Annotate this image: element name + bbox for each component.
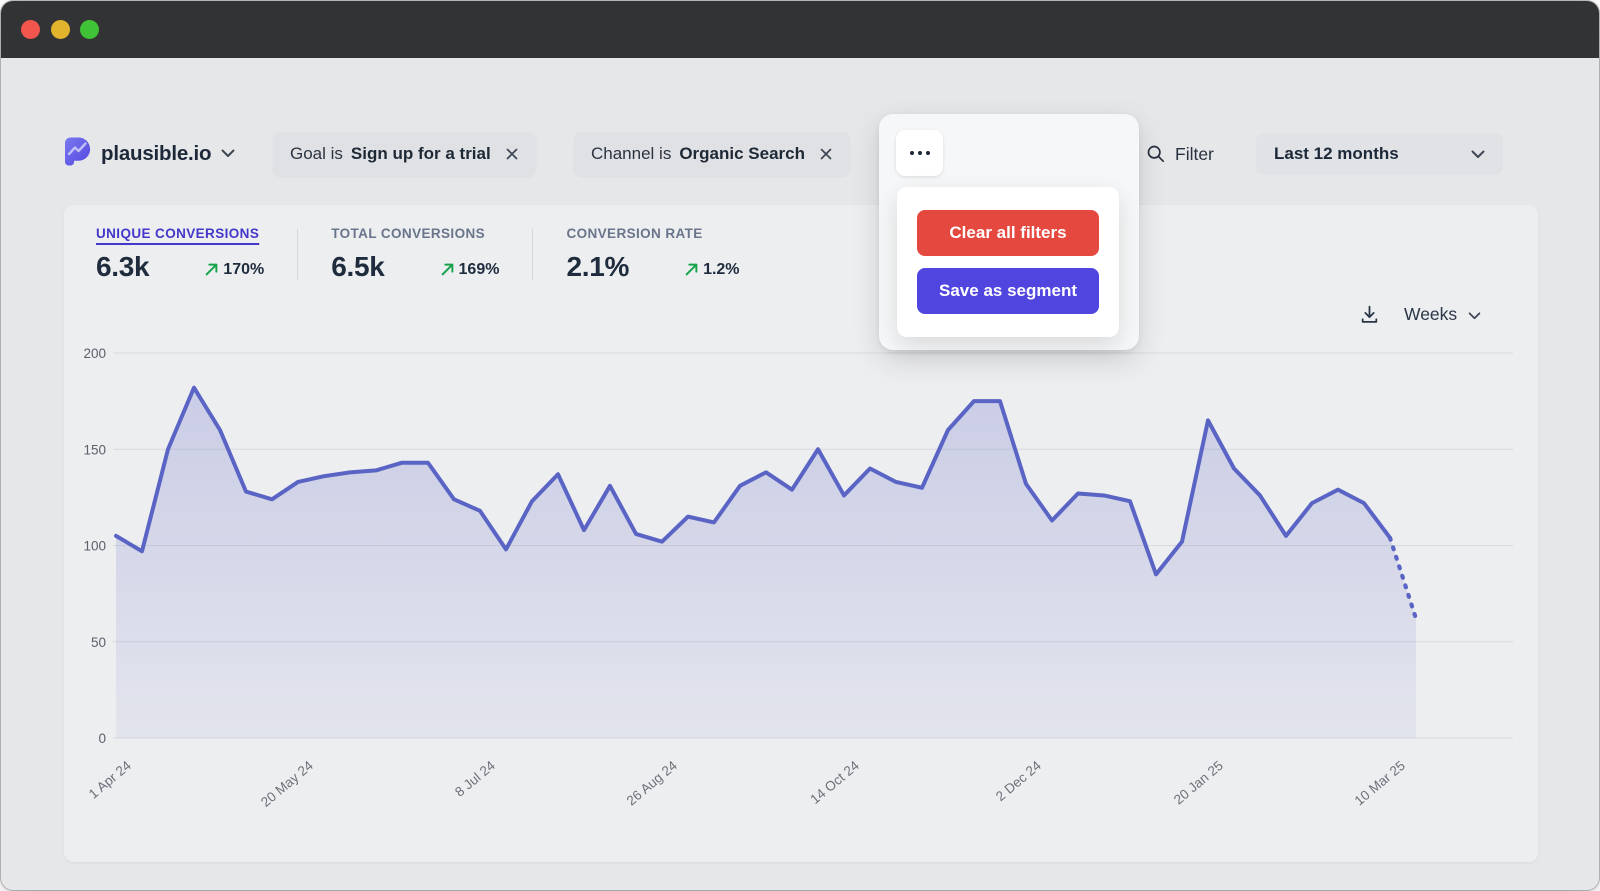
traffic-light-zoom-button[interactable] [80,20,99,39]
window-titlebar [1,1,1599,58]
metric-change: 169% [441,260,500,279]
svg-text:0: 0 [98,731,106,746]
site-selector[interactable]: plausible.io [64,132,235,176]
ellipsis-icon [909,151,914,155]
more-filters-button[interactable] [896,130,943,176]
conversions-chart-svg: 0 50 100 150 200 1 Apr 24 20 May 24 8 Jul 24 26 … [83,346,1513,810]
svg-text:2 Dec 24: 2 Dec 24 [993,758,1044,805]
svg-text:26 Aug 24: 26 Aug 24 [624,757,681,808]
metric-label: UNIQUE CONVERSIONS [96,226,260,241]
metrics-row: UNIQUE CONVERSIONS 6.3k 170% TOTAL CONVE… [96,226,773,283]
metric-label: TOTAL CONVERSIONS [331,226,486,241]
channel-filter-pill[interactable]: Channel is Organic Search [574,132,850,176]
date-range-value: Last 12 months [1274,144,1399,163]
metric-value: 6.5k [331,251,385,282]
goal-filter-value: Sign up for a trial [350,144,491,163]
goal-filter-remove-button[interactable] [505,147,519,161]
interval-chevron-down-icon [1468,304,1481,325]
traffic-light-close-button[interactable] [21,20,40,39]
clear-all-filters-button[interactable]: Clear all filters [917,210,1099,256]
filter-button-label: Filter [1175,143,1214,164]
metric-total-conversions[interactable]: TOTAL CONVERSIONS 6.5k 169% [298,226,532,283]
svg-text:200: 200 [83,346,106,361]
interval-value: Weeks [1404,304,1458,324]
metric-change: 1.2% [685,260,740,279]
search-icon [1147,145,1165,163]
arrow-up-right-icon [441,263,453,276]
goal-filter-prefix: Goal is [290,144,343,163]
metric-change: 170% [205,261,264,279]
svg-text:50: 50 [91,635,106,650]
conversions-chart[interactable]: 0 50 100 150 200 1 Apr 24 20 May 24 8 Jul 24 26 … [64,331,1538,831]
metric-unique-conversions[interactable]: UNIQUE CONVERSIONS 6.3k 170% [96,226,297,283]
chart-controls: Weeks [1359,304,1481,325]
goal-filter-pill[interactable]: Goal is Sign up for a trial [273,132,536,176]
date-range-select[interactable]: Last 12 months [1256,133,1503,175]
svg-text:10 Mar 25: 10 Mar 25 [1352,758,1408,809]
channel-filter-prefix: Channel is [591,144,672,163]
svg-text:14 Oct 24: 14 Oct 24 [807,757,862,806]
plausible-logo-icon [64,137,91,171]
metric-divider [532,229,534,280]
arrow-up-right-icon [205,263,218,276]
metric-value: 6.3k [96,251,150,282]
traffic-light-minimize-button[interactable] [51,20,70,39]
save-as-segment-button[interactable]: Save as segment [917,268,1099,314]
x-icon [820,148,832,160]
metric-conversion-rate[interactable]: CONVERSION RATE 2.1% 1.2% [533,226,772,283]
date-range-chevron-down-icon [1471,144,1485,164]
svg-text:150: 150 [83,442,106,457]
arrow-up-right-icon [685,263,698,276]
filter-options-menu: Clear all filters Save as segment [897,187,1119,337]
metric-change-value: 170% [223,260,265,278]
svg-text:8 Jul 24: 8 Jul 24 [452,758,498,800]
dashboard-card: UNIQUE CONVERSIONS 6.3k 170% TOTAL CONVE… [64,205,1538,862]
metric-change-value: 1.2% [703,260,740,278]
metric-label: CONVERSION RATE [566,226,703,241]
download-button[interactable] [1359,304,1380,325]
filter-options-popover: Clear all filters Save as segment [879,114,1139,350]
interval-select[interactable]: Weeks [1404,304,1481,325]
metric-value: 2.1% [566,251,630,282]
filter-button[interactable]: Filter [1146,132,1214,176]
svg-text:100: 100 [83,539,106,554]
svg-text:20 Jan 25: 20 Jan 25 [1171,758,1226,808]
download-icon [1361,305,1378,323]
x-icon [506,148,518,160]
site-chevron-down-icon [221,145,235,163]
metric-divider [297,229,299,280]
metric-change-value: 169% [458,260,500,278]
svg-text:20 May 24: 20 May 24 [258,757,316,809]
svg-text:1 Apr 24: 1 Apr 24 [86,757,135,801]
channel-filter-value: Organic Search [679,144,805,163]
site-name: plausible.io [101,142,212,165]
channel-filter-remove-button[interactable] [819,147,833,161]
